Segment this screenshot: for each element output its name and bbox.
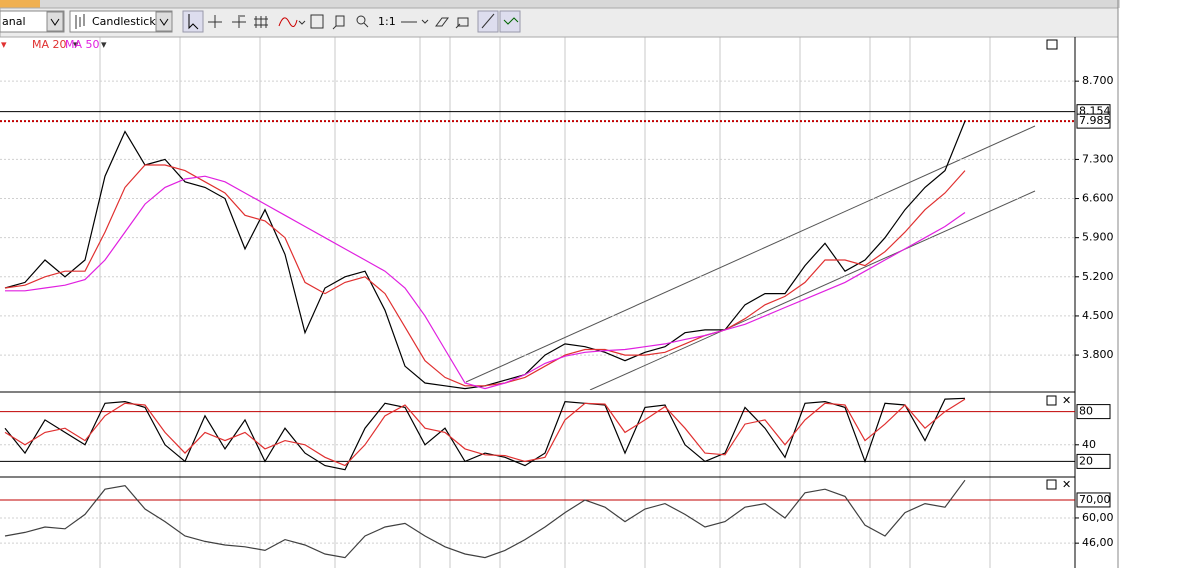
series-line (4, 120, 966, 390)
series-line (4, 479, 966, 559)
indicator-arrow: ▾ (1, 38, 7, 51)
value-tag-label: 7.985 (1079, 114, 1111, 127)
close-icon[interactable]: ✕ (1062, 478, 1071, 491)
y-tick-label: 5.200 (1082, 270, 1114, 283)
value-tag (1076, 404, 1111, 420)
series-line (4, 398, 966, 467)
series-line (4, 164, 966, 387)
y-tick-label: 8.700 (1082, 74, 1114, 87)
value-tag-label: 70,00 (1079, 493, 1111, 506)
candle-icon (75, 14, 85, 29)
dropdown-button[interactable] (155, 11, 173, 32)
tool-icons[interactable] (182, 10, 521, 33)
value-tag-label: 20 (1079, 454, 1093, 467)
y-tick-label: 4.500 (1082, 309, 1114, 322)
close-icon[interactable]: ✕ (1062, 394, 1071, 407)
panel (0, 479, 1075, 559)
y-tick-label: 40 (1082, 438, 1096, 451)
panel (0, 80, 1075, 390)
value-tag-label: 80 (1079, 405, 1093, 418)
dropdown-arrow (159, 18, 169, 26)
legend-ma50[interactable]: MA 50 (65, 38, 100, 51)
y-tick-label: 46,00 (1082, 536, 1114, 549)
series-line (5, 175, 966, 390)
y-tick-label: 60,00 (1082, 511, 1114, 524)
y-tick-label: 5.900 (1082, 231, 1114, 244)
y-tick-label: 7.300 (1082, 152, 1114, 165)
chart-type-text: Candlestick (92, 15, 156, 28)
value-tag (1076, 492, 1111, 508)
panel-buttons[interactable] (1046, 39, 1058, 490)
period-select-text: anal (2, 15, 26, 28)
panel (0, 397, 1075, 471)
series-line (4, 397, 966, 471)
dropdown-arrow (50, 18, 60, 26)
legend-ma20[interactable]: MA 20 (32, 38, 67, 51)
indicator-arrow: ▾ (73, 38, 79, 51)
dropdown-button[interactable] (46, 11, 64, 32)
zoom-label[interactable]: 1:1 (378, 15, 396, 28)
y-tick-label: 6.600 (1082, 192, 1114, 205)
indicator-arrow: ▾ (101, 38, 107, 51)
top-strip (0, 0, 1120, 8)
value-tag (1076, 113, 1111, 129)
tab (0, 0, 40, 8)
y-tick-label: 3.800 (1082, 348, 1114, 361)
trend-channel (465, 125, 1036, 390)
value-tag (1076, 453, 1111, 469)
